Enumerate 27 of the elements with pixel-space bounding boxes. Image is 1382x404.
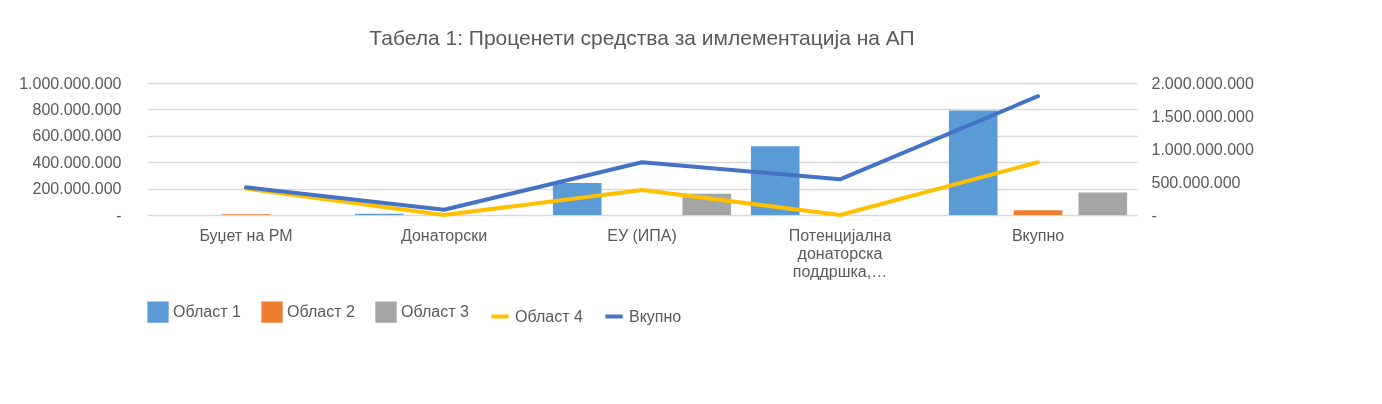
y-tick-label: 800.000.000 (32, 100, 122, 118)
legend-label: Област 4 (515, 307, 583, 325)
y2-tick-label: 500.000.000 (1151, 173, 1241, 191)
line-series (244, 160, 1040, 217)
legend-label: Област 1 (173, 303, 241, 321)
y-tick-label: - (116, 206, 122, 224)
bar (1013, 210, 1063, 215)
y2-tick-label: - (1151, 206, 1157, 224)
y2-tick-label: 1.000.000.000 (1151, 140, 1254, 158)
x-tick-label: Вкупно (1011, 226, 1065, 244)
y-tick-label: 600.000.000 (32, 127, 122, 145)
y2-tick-label: 2.000.000.000 (1151, 74, 1254, 92)
legend-label: Област 3 (401, 303, 469, 321)
line-series (244, 94, 1040, 212)
y-tick-label: 1.000.000.000 (19, 74, 122, 92)
legend-label: Област 2 (287, 303, 355, 321)
x-tick-label: ЕУ (ИПА) (607, 226, 677, 244)
y-tick-label: 200.000.000 (32, 180, 122, 198)
chart-title: Табела 1: Проценети средства за имлементација на АП (369, 26, 915, 49)
bar (1078, 192, 1128, 215)
y-tick-label: 400.000.000 (32, 153, 122, 171)
bar (948, 110, 998, 215)
y2-tick-label: 1.500.000.000 (1151, 107, 1254, 125)
x-tick-label: Потенцијална донаторска поддршка,… (788, 226, 892, 280)
x-tick-label: Буџет на РМ (199, 226, 293, 244)
x-tick-label: Донаторски (400, 226, 488, 244)
legend-label: Вкупно (629, 307, 682, 325)
